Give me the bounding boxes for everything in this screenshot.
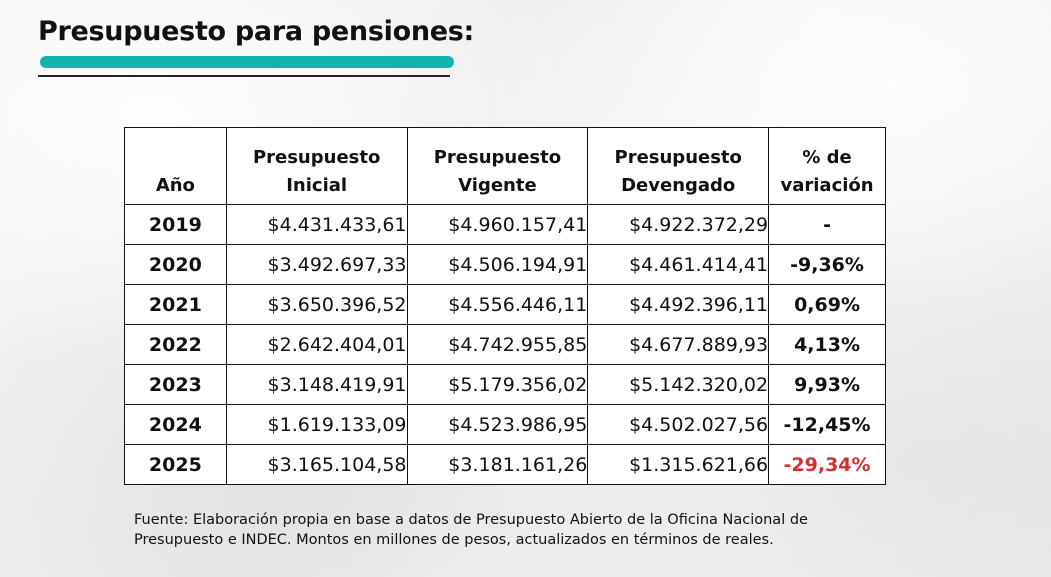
title-highlight-underline <box>40 56 454 68</box>
cell-accrued: $4.677.889,93 <box>587 324 770 365</box>
cell-variation: -12,45% <box>768 404 886 445</box>
header-variation-line2: variación <box>780 175 874 196</box>
cell-variation: 9,93% <box>768 364 886 405</box>
cell-accrued: $1.315.621,66 <box>587 444 770 485</box>
cell-initial: $4.431.433,61 <box>225 204 408 245</box>
table-row: 2025 $3.165.104,58 $3.181.161,26 $1.315.… <box>124 444 886 485</box>
cell-initial: $3.650.396,52 <box>225 284 408 325</box>
cell-current: $4.742.955,85 <box>406 324 589 365</box>
table-row: 2019 $4.431.433,61 $4.960.157,41 $4.922.… <box>124 204 886 245</box>
cell-accrued: $4.502.027,56 <box>587 404 770 445</box>
cell-initial: $1.619.133,09 <box>225 404 408 445</box>
cell-variation: - <box>768 204 886 245</box>
table-row: 2022 $2.642.404,01 $4.742.955,85 $4.677.… <box>124 324 886 365</box>
cell-variation: 0,69% <box>768 284 886 325</box>
header-accrued-line2: Devengado <box>621 175 736 196</box>
header-year: Año <box>124 127 227 205</box>
header-year-label: Año <box>155 175 195 196</box>
cell-variation-highlighted: -29,34% <box>768 444 886 485</box>
cell-accrued: $5.142.320,02 <box>587 364 770 405</box>
pension-budget-table: Año Presupuesto Inicial Presupuesto Vige… <box>124 127 886 485</box>
header-current-budget: Presupuesto Vigente <box>406 127 589 205</box>
cell-year: 2025 <box>124 444 227 485</box>
source-note-line1: Fuente: Elaboración propia en base a dat… <box>134 512 808 528</box>
cell-year: 2021 <box>124 284 227 325</box>
cell-variation: 4,13% <box>768 324 886 365</box>
table-row: 2021 $3.650.396,52 $4.556.446,11 $4.492.… <box>124 284 886 325</box>
cell-current: $4.556.446,11 <box>406 284 589 325</box>
table-row: 2023 $3.148.419,91 $5.179.356,02 $5.142.… <box>124 364 886 405</box>
page-title: Presupuesto para pensiones: <box>38 16 475 47</box>
table-header-row: Año Presupuesto Inicial Presupuesto Vige… <box>124 127 886 205</box>
cell-initial: $3.165.104,58 <box>225 444 408 485</box>
cell-year: 2020 <box>124 244 227 285</box>
cell-year: 2022 <box>124 324 227 365</box>
header-variation: % de variación <box>768 127 886 205</box>
cell-current: $4.960.157,41 <box>406 204 589 245</box>
header-current-line2: Vigente <box>458 175 537 196</box>
cell-initial: $3.148.419,91 <box>225 364 408 405</box>
cell-initial: $2.642.404,01 <box>225 324 408 365</box>
header-initial-line2: Inicial <box>286 175 348 196</box>
source-note-line2: Presupuesto e INDEC. Montos en millones … <box>134 532 774 548</box>
header-variation-line1: % de <box>802 147 852 168</box>
header-accrued-budget: Presupuesto Devengado <box>587 127 770 205</box>
cell-accrued: $4.492.396,11 <box>587 284 770 325</box>
cell-year: 2019 <box>124 204 227 245</box>
header-current-line1: Presupuesto <box>433 147 562 168</box>
table-row: 2024 $1.619.133,09 $4.523.986,95 $4.502.… <box>124 404 886 445</box>
header-accrued-line1: Presupuesto <box>614 147 742 168</box>
cell-year: 2023 <box>124 364 227 405</box>
cell-accrued: $4.922.372,29 <box>587 204 770 245</box>
table-row: 2020 $3.492.697,33 $4.506.194,91 $4.461.… <box>124 244 886 285</box>
cell-current: $3.181.161,26 <box>406 444 589 485</box>
cell-current: $4.506.194,91 <box>406 244 589 285</box>
title-divider <box>38 75 450 77</box>
cell-variation: -9,36% <box>768 244 886 285</box>
header-initial-budget: Presupuesto Inicial <box>225 127 408 205</box>
source-note: Fuente: Elaboración propia en base a dat… <box>134 510 894 550</box>
cell-initial: $3.492.697,33 <box>225 244 408 285</box>
cell-accrued: $4.461.414,41 <box>587 244 770 285</box>
cell-current: $4.523.986,95 <box>406 404 589 445</box>
cell-current: $5.179.356,02 <box>406 364 589 405</box>
cell-year: 2024 <box>124 404 227 445</box>
header-initial-line1: Presupuesto <box>252 147 381 168</box>
